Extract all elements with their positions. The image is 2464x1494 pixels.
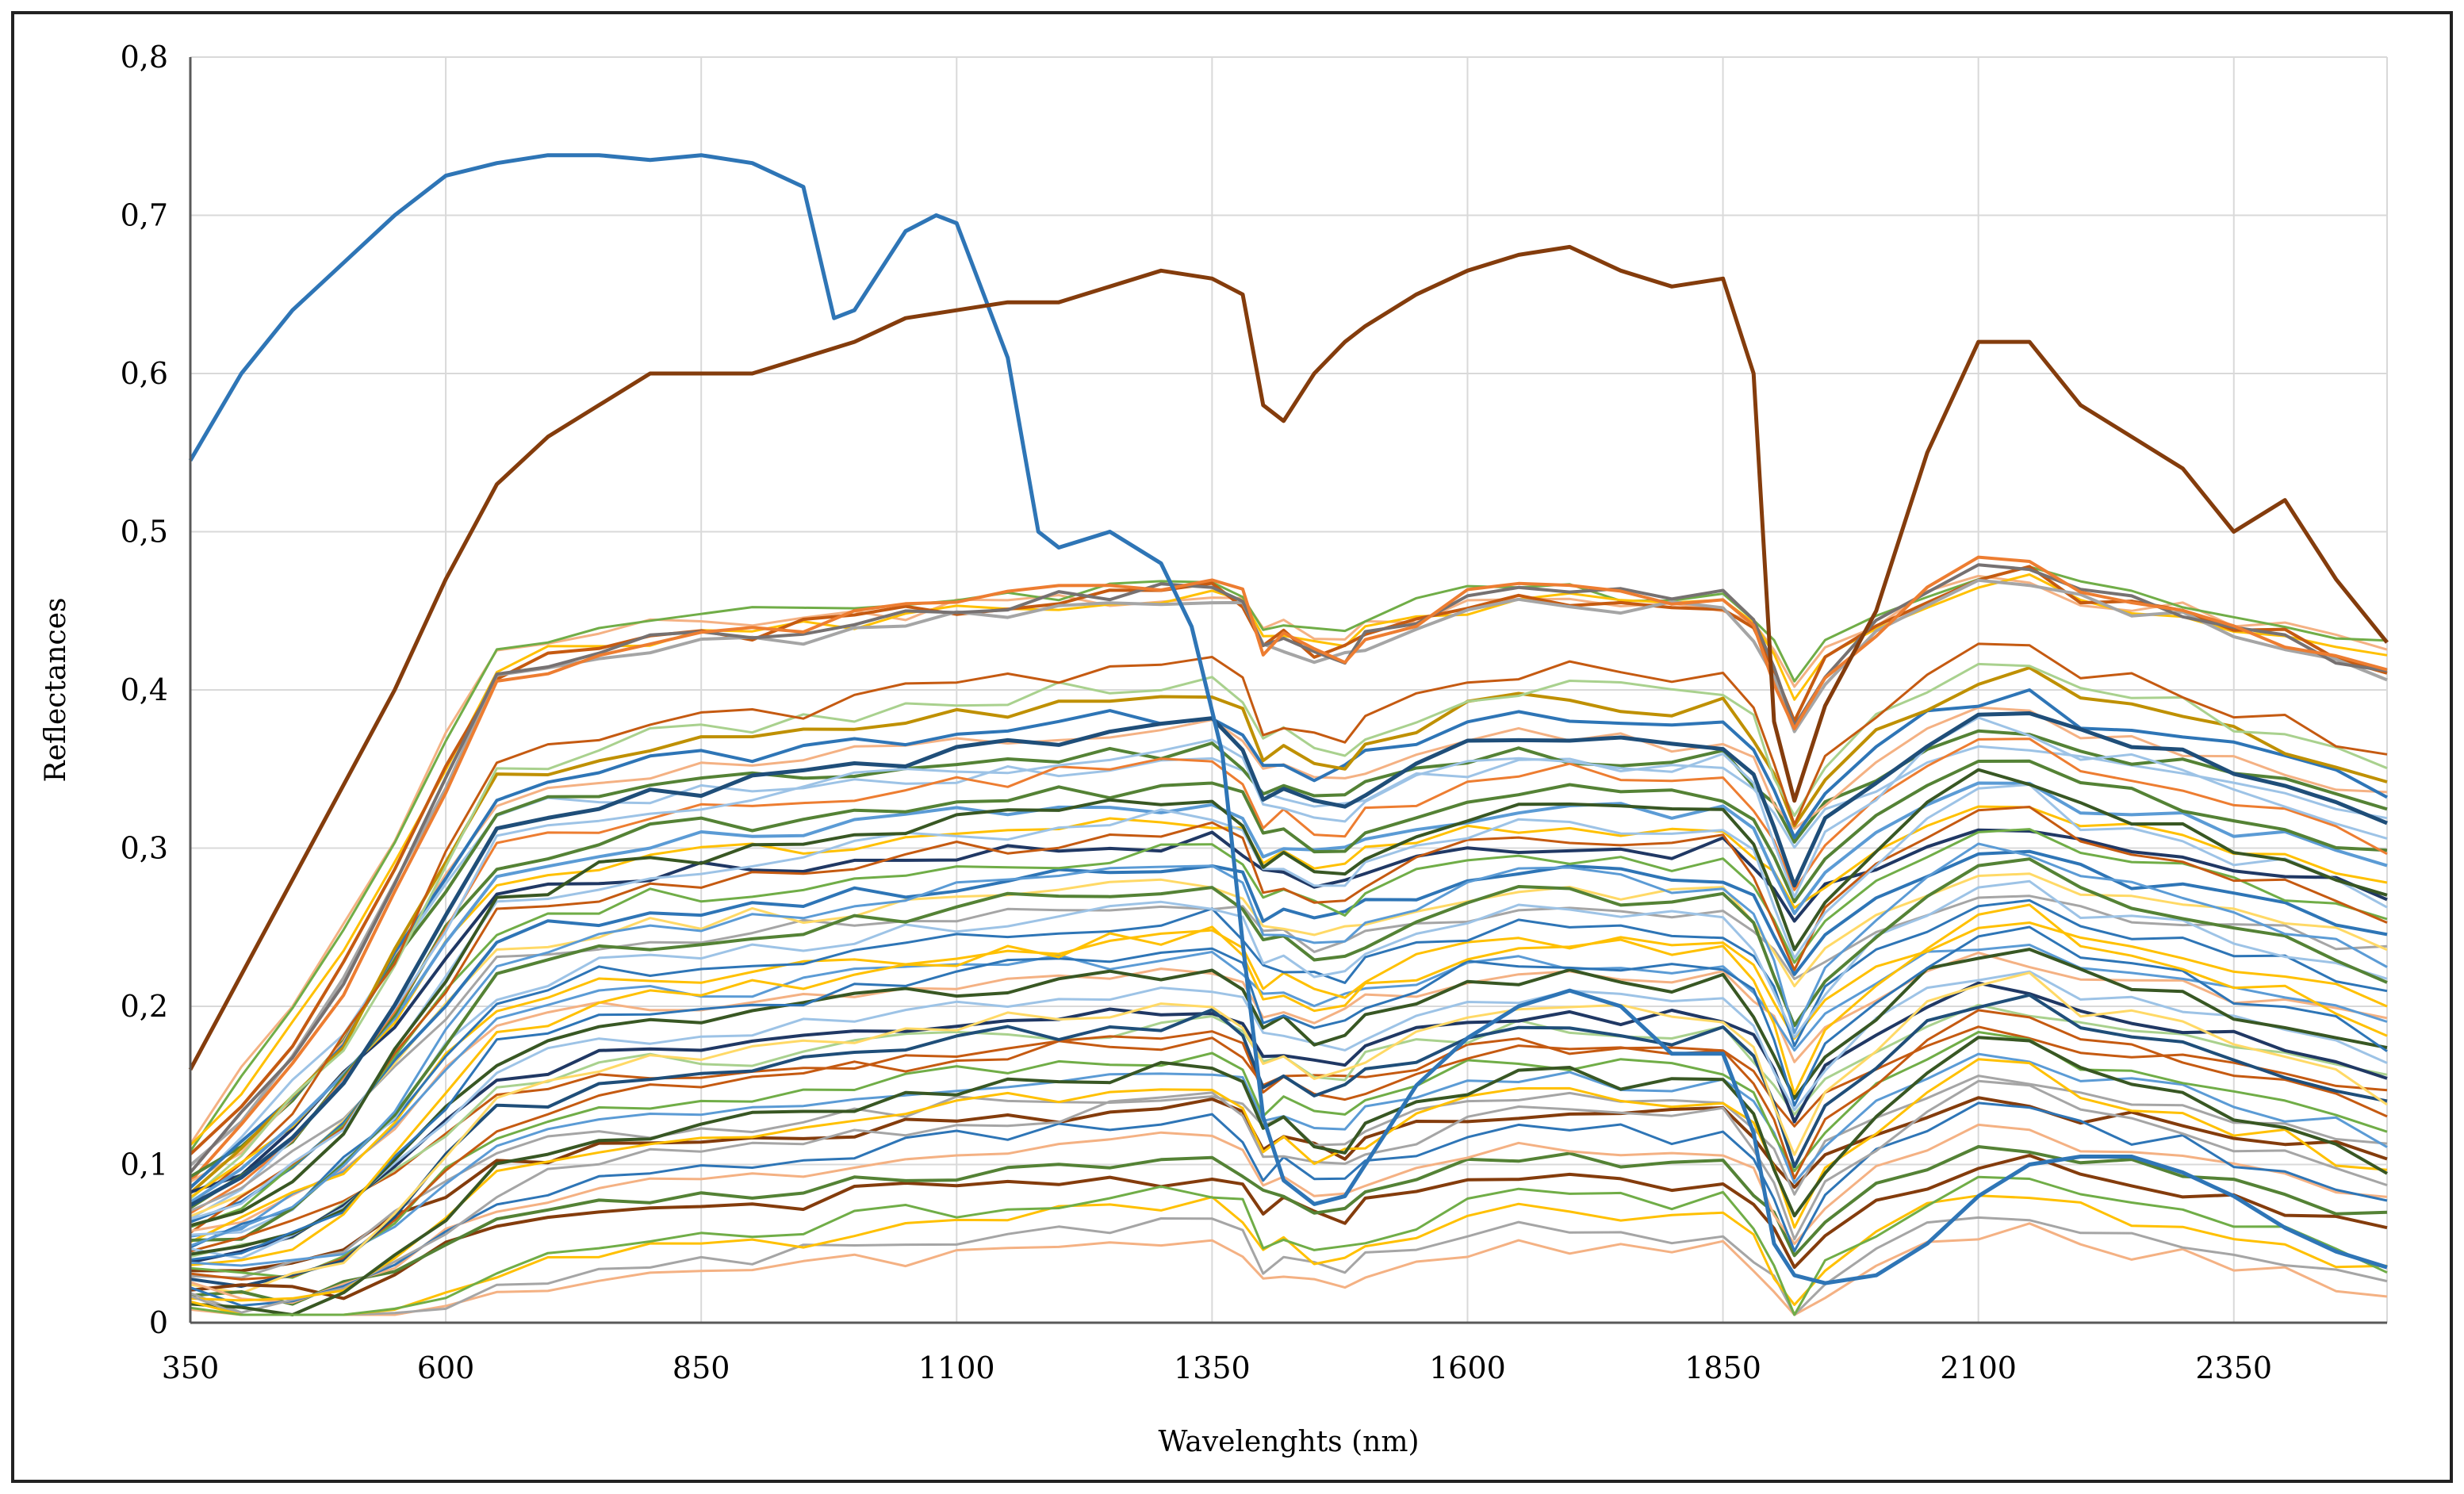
x-axis-title: Wavelenghts (nm) (1158, 1426, 1419, 1458)
spectrum-line (190, 806, 2388, 1234)
spectrum-line (190, 768, 2388, 1228)
spectrum-line (190, 1222, 2388, 1316)
spectrum-line (189, 563, 2388, 1174)
x-tick-label: 1850 (1684, 1350, 1761, 1385)
spectrum-line (190, 716, 2388, 1220)
x-tick-label: 600 (417, 1350, 475, 1385)
spectrum-line (190, 642, 2388, 1206)
spectrum-line (190, 849, 2388, 1224)
y-tick-label: 0,6 (121, 356, 168, 391)
y-tick-label: 0 (149, 1305, 168, 1340)
spectrum-line (190, 842, 2388, 1247)
grid (190, 56, 2388, 1323)
y-tick-label: 0,5 (121, 515, 168, 550)
spectrum-line (190, 894, 2388, 1212)
spectrum-line (190, 898, 2388, 1249)
spectrum-line (190, 1009, 2388, 1281)
axes (189, 57, 2387, 1324)
spectrum-line (190, 1058, 2388, 1302)
spectrum-line (188, 244, 2389, 1071)
spectrum-line (190, 1079, 2388, 1314)
spectrum-line (190, 1003, 2388, 1258)
spectrum-line (190, 903, 2388, 1266)
spectrum-line (190, 857, 2388, 1242)
spectrum-line (189, 729, 2388, 1178)
plot-lines (188, 153, 2389, 1316)
x-tick-label: 1100 (918, 1350, 995, 1385)
y-tick-label: 0,1 (121, 1147, 168, 1182)
y-axis-title: Reflectances (40, 598, 72, 783)
y-tick-label: 0,2 (121, 989, 168, 1024)
spectrum-line (189, 666, 2388, 1195)
y-tick-label: 0,4 (121, 672, 168, 707)
spectrum-line (190, 921, 2388, 1243)
spectrum-line (190, 1154, 2388, 1301)
x-tick-label: 2100 (1940, 1350, 2017, 1385)
spectrum-line (190, 993, 2388, 1289)
spectrum-line (190, 944, 2388, 1238)
spectrum-line (190, 925, 2388, 1261)
y-tick-label: 0,3 (121, 831, 168, 866)
spectrum-line (190, 1123, 2388, 1304)
x-tick-label: 1600 (1429, 1350, 1506, 1385)
spectrum-line (190, 879, 2388, 1236)
spectrum-line (189, 574, 2388, 1145)
spectrum-line (190, 1036, 2388, 1316)
spectrum-line (190, 783, 2388, 1220)
spectrum-line (190, 1101, 2388, 1307)
spectrum-line (190, 1175, 2388, 1316)
spectrum-line (189, 578, 2388, 1167)
y-tick-labels: 0 0,1 0,2 0,3 0,4 0,5 0,6 0,7 0,8 (121, 40, 168, 1340)
x-tick-labels: 350 600 850 1100 1350 1600 1850 2100 2350 (162, 1350, 2272, 1385)
spectrum-line (190, 1216, 2388, 1316)
spectrum-line (190, 737, 2388, 1215)
y-tick-label: 0,7 (121, 198, 168, 233)
spectrum-line (189, 711, 2388, 1208)
spectrum-line (190, 971, 2388, 1295)
spectrum-line (189, 573, 2388, 1147)
spectrum-line (190, 981, 2388, 1264)
y-tick-label: 0,8 (121, 40, 168, 75)
spectrum-line (189, 555, 2388, 1183)
spectrum-line (190, 1096, 2388, 1273)
spectrum-line (190, 1025, 2388, 1253)
spectrum-line (190, 872, 2388, 1218)
spectrum-line (190, 828, 2388, 1194)
x-tick-label: 2350 (2195, 1350, 2272, 1385)
x-tick-label: 850 (673, 1350, 730, 1385)
spectrum-line (190, 948, 2388, 1256)
spectrum-line (190, 1145, 2388, 1306)
spectrum-line (190, 1031, 2388, 1279)
spectrum-line (190, 662, 2388, 1201)
spectrum-line (190, 805, 2388, 1199)
x-tick-label: 350 (162, 1350, 220, 1385)
spectrum-line (189, 688, 2388, 1189)
spectrum-line (188, 153, 2388, 1285)
x-tick-label: 1350 (1174, 1350, 1251, 1385)
spectrum-line (190, 1052, 2388, 1267)
spectrum-line (189, 745, 2388, 1189)
spectrum-line (189, 759, 2388, 1209)
spectrum-line (190, 828, 2388, 1229)
